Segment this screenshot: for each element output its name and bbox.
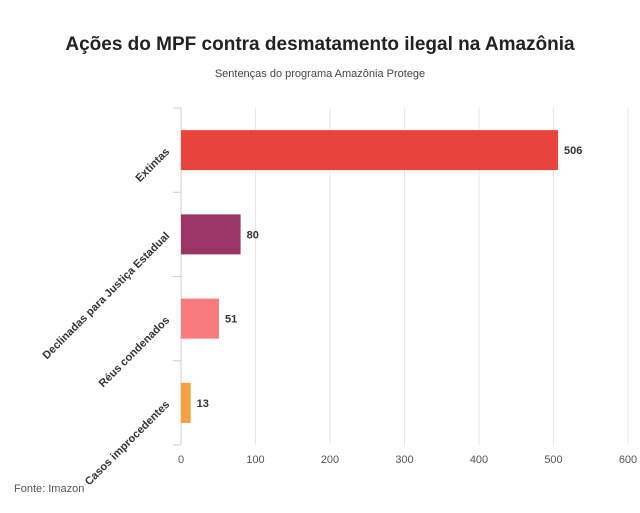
- x-tick-label: 500: [544, 454, 562, 466]
- bar: [181, 130, 558, 171]
- x-tick-label: 100: [246, 454, 264, 466]
- data-label: 80: [247, 229, 259, 241]
- source-note: Fonte: Imazon: [14, 483, 85, 495]
- category-label: Réus condenados: [97, 314, 172, 389]
- chart-subtitle: Sentenças do programa Amazônia Protege: [214, 68, 426, 80]
- x-tick-label: 0: [178, 454, 184, 466]
- x-tick-label: 200: [321, 454, 339, 466]
- chart-title: Ações do MPF contra desmatamento ilegal …: [65, 34, 575, 55]
- category-label: Extintas: [133, 146, 172, 185]
- x-tick-label: 300: [395, 454, 413, 466]
- data-label: 506: [564, 145, 582, 157]
- data-label: 13: [197, 398, 209, 410]
- category-label: Casos improcedentes: [83, 399, 172, 488]
- bar: [181, 214, 241, 255]
- bar: [181, 298, 219, 339]
- x-tick-label: 600: [619, 454, 637, 466]
- x-tick-label: 400: [470, 454, 488, 466]
- bar: [181, 382, 191, 423]
- data-label: 51: [225, 314, 237, 326]
